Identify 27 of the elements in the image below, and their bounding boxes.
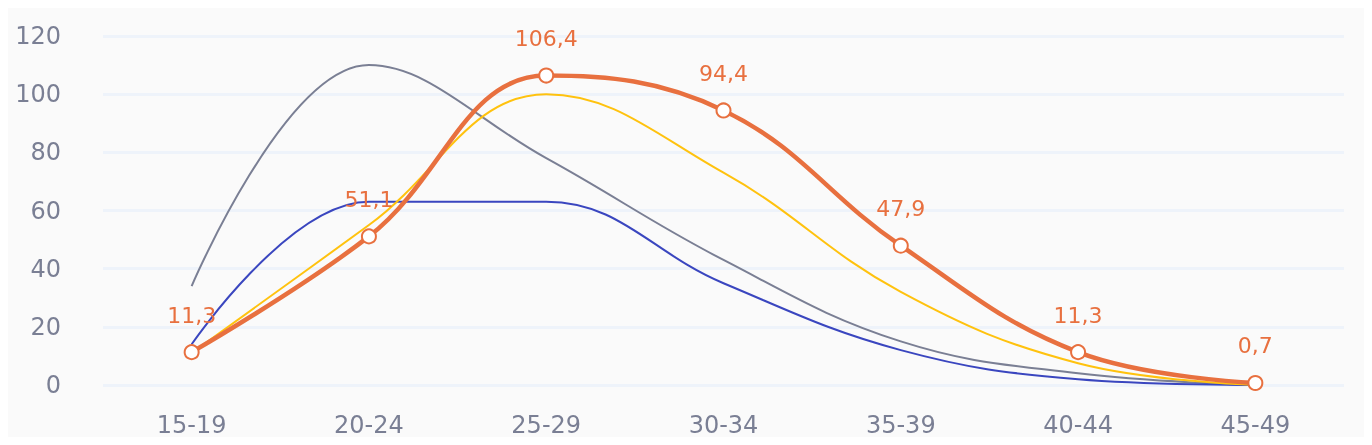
y-tick-label: 80 xyxy=(30,138,61,167)
x-tick-label: 20-24 xyxy=(334,411,404,439)
data-label: 47,9 xyxy=(876,196,926,222)
point xyxy=(360,228,377,245)
y-tick-label: 20 xyxy=(30,312,61,341)
y-tick-label: 120 xyxy=(15,22,61,50)
data-label: 94,4 xyxy=(699,60,748,86)
x-tick-label: 35-39 xyxy=(865,411,936,439)
point xyxy=(1247,374,1264,391)
point xyxy=(183,344,200,361)
y-tick-label: 60 xyxy=(30,196,61,225)
x-tick-label: 45-49 xyxy=(1220,411,1291,439)
data-label: 0,7 xyxy=(1237,333,1273,359)
point xyxy=(892,237,909,254)
x-tick-label: 15-19 xyxy=(156,411,227,439)
x-tick-label: 40-44 xyxy=(1043,411,1113,439)
y-tick-label: 40 xyxy=(30,254,61,283)
x-tick-label: 25-29 xyxy=(511,411,582,439)
data-label: 11,3 xyxy=(167,302,217,328)
y-tick-label: 0 xyxy=(45,371,61,399)
data-label: 106,4 xyxy=(514,26,578,52)
point xyxy=(538,67,555,84)
data-label: 11,3 xyxy=(1053,302,1103,328)
x-tick-label: 30-34 xyxy=(688,411,759,439)
point xyxy=(1070,344,1087,361)
y-tick-label: 100 xyxy=(15,80,61,109)
point xyxy=(715,102,732,119)
